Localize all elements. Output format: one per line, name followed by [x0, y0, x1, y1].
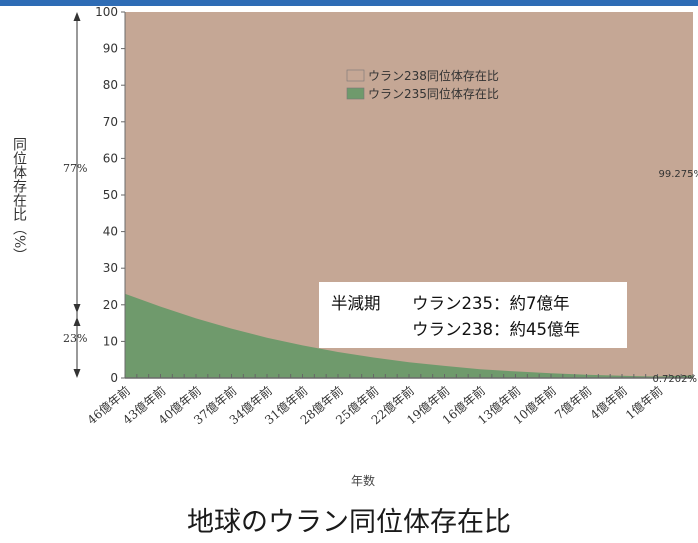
u235-area: [125, 293, 693, 378]
y-tick-label: 100: [95, 5, 118, 19]
annotation-arrow-bottom: [73, 369, 81, 378]
x-axis-title: 年数: [351, 473, 375, 488]
top-accent-bar: [0, 0, 698, 6]
annotation-right-upper: 99.275%: [659, 169, 698, 180]
legend-label-u238: ウラン238同位体存在比: [368, 68, 499, 83]
note-line-u235: ウラン235：約7億年: [412, 294, 570, 313]
legend-swatch-u235: [346, 87, 365, 100]
note-line-u238: ウラン238：約45億年: [412, 320, 580, 339]
annotation-arrow-mid-up: [73, 317, 81, 326]
y-axis-ticks: 0 10 20 30 40 50 60 70 80 90 100: [95, 5, 125, 385]
y-axis-label: 同位体存在比（%）: [11, 137, 27, 262]
page-caption: 地球のウラン同位体存在比: [187, 507, 511, 538]
y-tick-label: 30: [103, 261, 118, 275]
y-tick-label: 40: [103, 225, 118, 239]
annotation-right-lower: 0.7202%: [653, 374, 698, 385]
half-life-note: 半減期 ウラン235：約7億年 ウラン238：約45億年: [319, 282, 627, 348]
y-tick-label: 50: [103, 188, 118, 202]
annotation-left-upper: 77%: [63, 162, 87, 175]
y-tick-label: 0: [110, 371, 118, 385]
legend: ウラン238同位体存在比 ウラン235同位体存在比: [346, 68, 499, 101]
y-tick-label: 60: [103, 151, 118, 165]
y-tick-label: 90: [103, 42, 118, 56]
x-axis-labels: 46億年前43億年前40億年前37億年前34億年前31億年前28億年前25億年前…: [84, 383, 665, 427]
annotation-left-lower: 23%: [63, 332, 87, 345]
legend-label-u235: ウラン235同位体存在比: [368, 86, 499, 101]
legend-swatch-u238: [346, 69, 365, 82]
y-tick-label: 70: [103, 115, 118, 129]
annotation-arrow-top: [73, 12, 81, 21]
x-tick-label: 4億年前: [587, 383, 630, 423]
x-tick-label: 1億年前: [622, 383, 665, 423]
y-tick-label: 80: [103, 78, 118, 92]
note-label: 半減期: [331, 294, 381, 313]
annotation-arrow-mid-down: [73, 304, 81, 313]
x-tick-label: 7億年前: [551, 383, 594, 423]
y-tick-label: 10: [103, 334, 118, 348]
x-axis-ticks: [124, 374, 694, 378]
y-tick-label: 20: [103, 298, 118, 312]
